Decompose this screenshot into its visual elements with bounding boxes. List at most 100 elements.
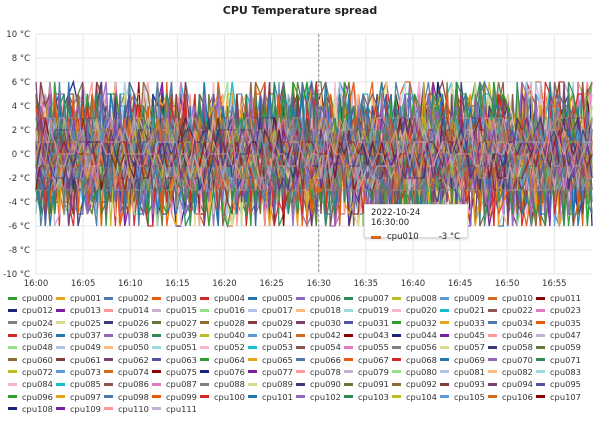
legend-item-cpu053[interactable]: cpu053: [248, 341, 296, 353]
legend-item-cpu098[interactable]: cpu098: [104, 390, 152, 402]
series-line-cpu100[interactable]: [36, 129, 592, 181]
legend-item-cpu034[interactable]: cpu034: [488, 317, 536, 329]
legend-item-cpu037[interactable]: cpu037: [56, 329, 104, 341]
legend-item-cpu033[interactable]: cpu033: [440, 317, 488, 329]
legend-item-cpu095[interactable]: cpu095: [536, 378, 584, 390]
legend-item-cpu045[interactable]: cpu045: [440, 329, 488, 341]
legend-item-cpu092[interactable]: cpu092: [392, 378, 440, 390]
legend-item-cpu049[interactable]: cpu049: [56, 341, 104, 353]
legend-item-cpu040[interactable]: cpu040: [200, 329, 248, 341]
legend-item-cpu029[interactable]: cpu029: [248, 317, 296, 329]
legend-item-cpu044[interactable]: cpu044: [392, 329, 440, 341]
legend-item-cpu032[interactable]: cpu032: [392, 317, 440, 329]
legend-item-cpu039[interactable]: cpu039: [152, 329, 200, 341]
legend-item-cpu086[interactable]: cpu086: [104, 378, 152, 390]
legend-item-cpu064[interactable]: cpu064: [200, 353, 248, 365]
legend-item-cpu046[interactable]: cpu046: [488, 329, 536, 341]
legend-item-cpu082[interactable]: cpu082: [488, 366, 536, 378]
legend-item-cpu052[interactable]: cpu052: [200, 341, 248, 353]
legend-item-cpu110[interactable]: cpu110: [104, 403, 152, 415]
legend-item-cpu057[interactable]: cpu057: [440, 341, 488, 353]
legend-item-cpu055[interactable]: cpu055: [344, 341, 392, 353]
legend-item-cpu006[interactable]: cpu006: [296, 292, 344, 304]
legend-item-cpu047[interactable]: cpu047: [536, 329, 584, 341]
legend-item-cpu101[interactable]: cpu101: [248, 390, 296, 402]
legend-item-cpu105[interactable]: cpu105: [440, 390, 488, 402]
legend-item-cpu018[interactable]: cpu018: [296, 304, 344, 316]
legend-item-cpu060[interactable]: cpu060: [8, 353, 56, 365]
legend-item-cpu090[interactable]: cpu090: [296, 378, 344, 390]
legend-item-cpu089[interactable]: cpu089: [248, 378, 296, 390]
legend-item-cpu011[interactable]: cpu011: [536, 292, 584, 304]
legend-item-cpu038[interactable]: cpu038: [104, 329, 152, 341]
legend-item-cpu054[interactable]: cpu054: [296, 341, 344, 353]
legend-item-cpu071[interactable]: cpu071: [536, 353, 584, 365]
legend-item-cpu013[interactable]: cpu013: [56, 304, 104, 316]
legend-item-cpu063[interactable]: cpu063: [152, 353, 200, 365]
legend-item-cpu059[interactable]: cpu059: [536, 341, 584, 353]
legend-item-cpu022[interactable]: cpu022: [488, 304, 536, 316]
legend-item-cpu078[interactable]: cpu078: [296, 366, 344, 378]
legend-item-cpu076[interactable]: cpu076: [200, 366, 248, 378]
legend-item-cpu083[interactable]: cpu083: [536, 366, 584, 378]
legend-item-cpu079[interactable]: cpu079: [344, 366, 392, 378]
legend-item-cpu017[interactable]: cpu017: [248, 304, 296, 316]
plot-area[interactable]: 10 °C 8 °C 6 °C 4 °C 2 °C 0 °C -2 °C -4 °C -6 °C…: [0, 0, 600, 292]
legend-item-cpu107[interactable]: cpu107: [536, 390, 584, 402]
legend-item-cpu041[interactable]: cpu041: [248, 329, 296, 341]
legend-item-cpu103[interactable]: cpu103: [344, 390, 392, 402]
legend-item-cpu048[interactable]: cpu048: [8, 341, 56, 353]
legend-item-cpu106[interactable]: cpu106: [488, 390, 536, 402]
series-line-cpu109[interactable]: [35, 127, 593, 180]
legend-item-cpu001[interactable]: cpu001: [56, 292, 104, 304]
legend-item-cpu000[interactable]: cpu000: [8, 292, 56, 304]
legend-item-cpu104[interactable]: cpu104: [392, 390, 440, 402]
legend-item-cpu096[interactable]: cpu096: [8, 390, 56, 402]
legend-item-cpu010[interactable]: cpu010: [488, 292, 536, 304]
legend-item-cpu058[interactable]: cpu058: [488, 341, 536, 353]
legend-item-cpu087[interactable]: cpu087: [152, 378, 200, 390]
legend-item-cpu003[interactable]: cpu003: [152, 292, 200, 304]
legend-item-cpu031[interactable]: cpu031: [344, 317, 392, 329]
legend-item-cpu009[interactable]: cpu009: [440, 292, 488, 304]
legend-item-cpu069[interactable]: cpu069: [440, 353, 488, 365]
legend-item-cpu056[interactable]: cpu056: [392, 341, 440, 353]
legend-item-cpu075[interactable]: cpu075: [152, 366, 200, 378]
legend-item-cpu108[interactable]: cpu108: [8, 403, 56, 415]
legend-item-cpu084[interactable]: cpu084: [8, 378, 56, 390]
legend-item-cpu024[interactable]: cpu024: [8, 317, 56, 329]
legend-item-cpu008[interactable]: cpu008: [392, 292, 440, 304]
legend-item-cpu062[interactable]: cpu062: [104, 353, 152, 365]
legend-item-cpu109[interactable]: cpu109: [56, 403, 104, 415]
legend-item-cpu077[interactable]: cpu077: [248, 366, 296, 378]
legend-item-cpu030[interactable]: cpu030: [296, 317, 344, 329]
legend-item-cpu070[interactable]: cpu070: [488, 353, 536, 365]
legend-item-cpu074[interactable]: cpu074: [104, 366, 152, 378]
legend-item-cpu026[interactable]: cpu026: [104, 317, 152, 329]
legend-item-cpu007[interactable]: cpu007: [344, 292, 392, 304]
legend-item-cpu028[interactable]: cpu028: [200, 317, 248, 329]
legend-item-cpu020[interactable]: cpu020: [392, 304, 440, 316]
legend-item-cpu065[interactable]: cpu065: [248, 353, 296, 365]
legend-item-cpu085[interactable]: cpu085: [56, 378, 104, 390]
legend-item-cpu102[interactable]: cpu102: [296, 390, 344, 402]
legend-item-cpu023[interactable]: cpu023: [536, 304, 584, 316]
legend-item-cpu099[interactable]: cpu099: [152, 390, 200, 402]
legend-item-cpu014[interactable]: cpu014: [104, 304, 152, 316]
legend-item-cpu094[interactable]: cpu094: [488, 378, 536, 390]
legend-item-cpu100[interactable]: cpu100: [200, 390, 248, 402]
legend-item-cpu051[interactable]: cpu051: [152, 341, 200, 353]
legend-item-cpu043[interactable]: cpu043: [344, 329, 392, 341]
legend-item-cpu088[interactable]: cpu088: [200, 378, 248, 390]
legend-item-cpu004[interactable]: cpu004: [200, 292, 248, 304]
legend-item-cpu015[interactable]: cpu015: [152, 304, 200, 316]
legend-item-cpu066[interactable]: cpu066: [296, 353, 344, 365]
legend-item-cpu035[interactable]: cpu035: [536, 317, 584, 329]
legend-item-cpu073[interactable]: cpu073: [56, 366, 104, 378]
legend-item-cpu019[interactable]: cpu019: [344, 304, 392, 316]
legend-item-cpu097[interactable]: cpu097: [56, 390, 104, 402]
series-line-cpu111[interactable]: [35, 128, 593, 181]
legend-item-cpu111[interactable]: cpu111: [152, 403, 200, 415]
legend-item-cpu025[interactable]: cpu025: [56, 317, 104, 329]
legend-item-cpu093[interactable]: cpu093: [440, 378, 488, 390]
